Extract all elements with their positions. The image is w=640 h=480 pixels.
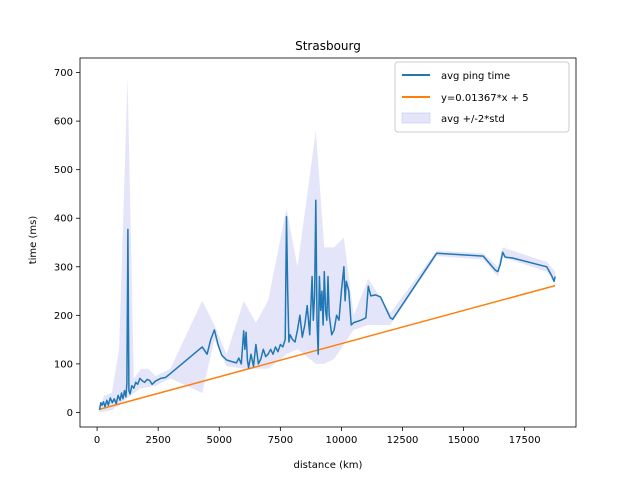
chart-title: Strasbourg [295, 39, 361, 53]
x-tick-label: 15000 [448, 435, 480, 446]
y-tick-label: 500 [54, 165, 73, 176]
x-tick-label: 10000 [326, 435, 358, 446]
y-tick-label: 0 [67, 408, 73, 419]
legend-frame [394, 61, 570, 133]
y-tick-label: 100 [54, 359, 73, 370]
x-axis-label: distance (km) [294, 460, 363, 471]
y-tick-label: 400 [54, 214, 73, 225]
y-tick-label: 600 [54, 117, 73, 128]
y-tick-label: 300 [54, 262, 73, 273]
y-tick-label: 200 [54, 311, 73, 322]
x-tick-label: 7500 [268, 435, 293, 446]
x-tick-label: 17500 [509, 435, 541, 446]
avg-ping-line [98, 199, 556, 411]
legend-label-std-band: avg +/-2*std [441, 114, 505, 125]
legend: avg ping time y=0.01367*x + 5 avg +/-2*s… [394, 61, 570, 133]
x-tick-label: 5000 [207, 435, 232, 446]
x-tick-label: 12500 [387, 435, 419, 446]
legend-label-fit-line: y=0.01367*x + 5 [441, 93, 529, 104]
std-band [99, 77, 556, 413]
legend-swatch-std-band [401, 112, 431, 124]
axes: 0 2500 5000 7500 10000 12500 15000 17500 0 100 200… [54, 57, 577, 446]
y-tick-label: 700 [54, 68, 73, 79]
x-tick-label: 2500 [145, 435, 170, 446]
legend-label-avg-ping-time: avg ping time [441, 71, 510, 82]
fit-line [99, 284, 556, 411]
x-tick-label: 0 [94, 435, 100, 446]
y-axis-label: time (ms) [28, 216, 39, 265]
plot-area [98, 77, 556, 413]
axes-frame [79, 57, 577, 428]
